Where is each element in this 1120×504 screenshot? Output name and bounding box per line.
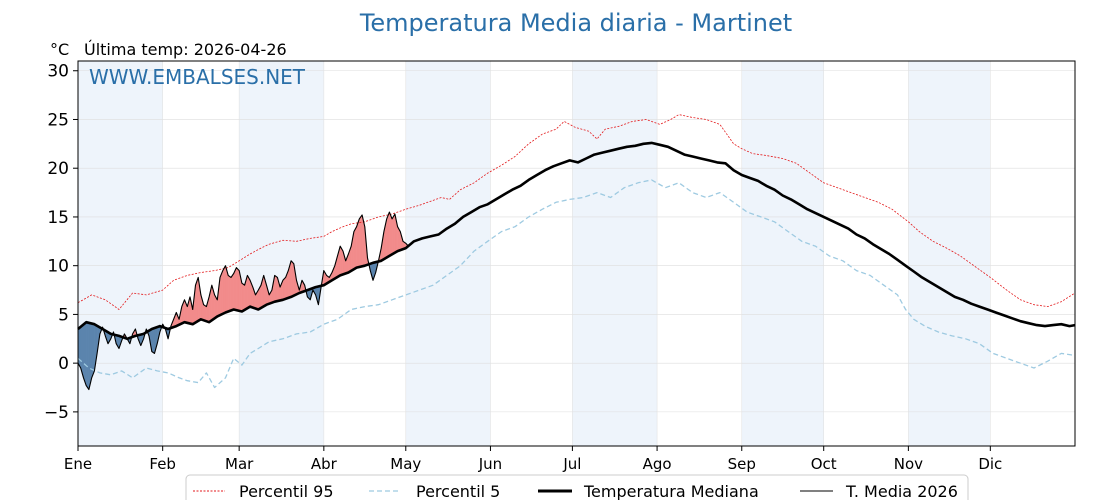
warm-anomaly-fill — [204, 305, 207, 322]
legend-label-p5: Percentil 5 — [416, 482, 500, 500]
warm-anomaly-fill — [275, 275, 278, 301]
month-band — [742, 61, 824, 446]
x-tick-label: May — [390, 455, 421, 473]
watermark: WWW.EMBALSES.NET — [89, 65, 306, 89]
y-tick-label: −5 — [44, 403, 69, 423]
y-tick-label: 30 — [47, 62, 69, 82]
x-tick-label: Jun — [478, 455, 502, 473]
month-shading-bands — [78, 61, 990, 446]
cold-anomaly-fill — [152, 328, 155, 353]
x-tick-label: Ago — [643, 455, 672, 473]
warm-anomaly-fill — [228, 275, 231, 311]
y-axis-ticks: −5 0 5 10 15 20 25 30 — [44, 62, 78, 423]
month-band — [572, 61, 657, 446]
x-tick-label: Ene — [64, 455, 92, 473]
x-tick-label: Dic — [978, 455, 1002, 473]
x-tick-label: Jul — [562, 455, 581, 473]
month-band — [78, 61, 163, 446]
warm-anomaly-fill — [236, 268, 239, 311]
x-tick-label: Nov — [894, 455, 923, 473]
month-band — [406, 61, 491, 446]
unit-label: °C — [50, 40, 69, 59]
x-tick-label: Mar — [225, 455, 254, 473]
cold-anomaly-fill — [83, 322, 86, 385]
warm-anomaly-fill — [223, 266, 226, 314]
legend: Percentil 95 Percentil 5 Temperatura Med… — [186, 475, 968, 500]
warm-anomaly-fill — [231, 273, 234, 310]
legend-label-current: T. Media 2026 — [845, 482, 958, 500]
chart-title: Temperatura Media diaria - Martinet — [359, 9, 792, 37]
warm-anomaly-fill — [242, 283, 245, 311]
warm-anomaly-fill — [354, 227, 357, 270]
warm-anomaly-fill — [291, 261, 294, 297]
cold-anomaly-fill — [86, 322, 89, 389]
y-tick-label: 25 — [47, 110, 69, 130]
y-tick-label: 0 — [58, 354, 69, 374]
y-tick-label: 5 — [58, 305, 69, 325]
x-tick-label: Abr — [311, 455, 338, 473]
warm-anomaly-fill — [392, 214, 395, 254]
last-temp-label: Última temp: 2026-04-26 — [84, 40, 287, 59]
x-tick-label: Oct — [811, 455, 837, 473]
warm-anomaly-fill — [234, 268, 237, 311]
y-tick-label: 20 — [47, 159, 69, 179]
legend-label-median: Temperatura Mediana — [583, 482, 759, 500]
x-axis-ticks: Ene Feb Mar Abr May Jun Jul Ago Sep Oct Nov Dic — [64, 446, 1002, 473]
y-tick-label: 15 — [47, 208, 69, 228]
month-band — [908, 61, 990, 446]
x-tick-label: Sep — [728, 455, 756, 473]
legend-label-p95: Percentil 95 — [239, 482, 334, 500]
x-tick-label: Feb — [149, 455, 176, 473]
y-tick-label: 10 — [47, 257, 69, 277]
